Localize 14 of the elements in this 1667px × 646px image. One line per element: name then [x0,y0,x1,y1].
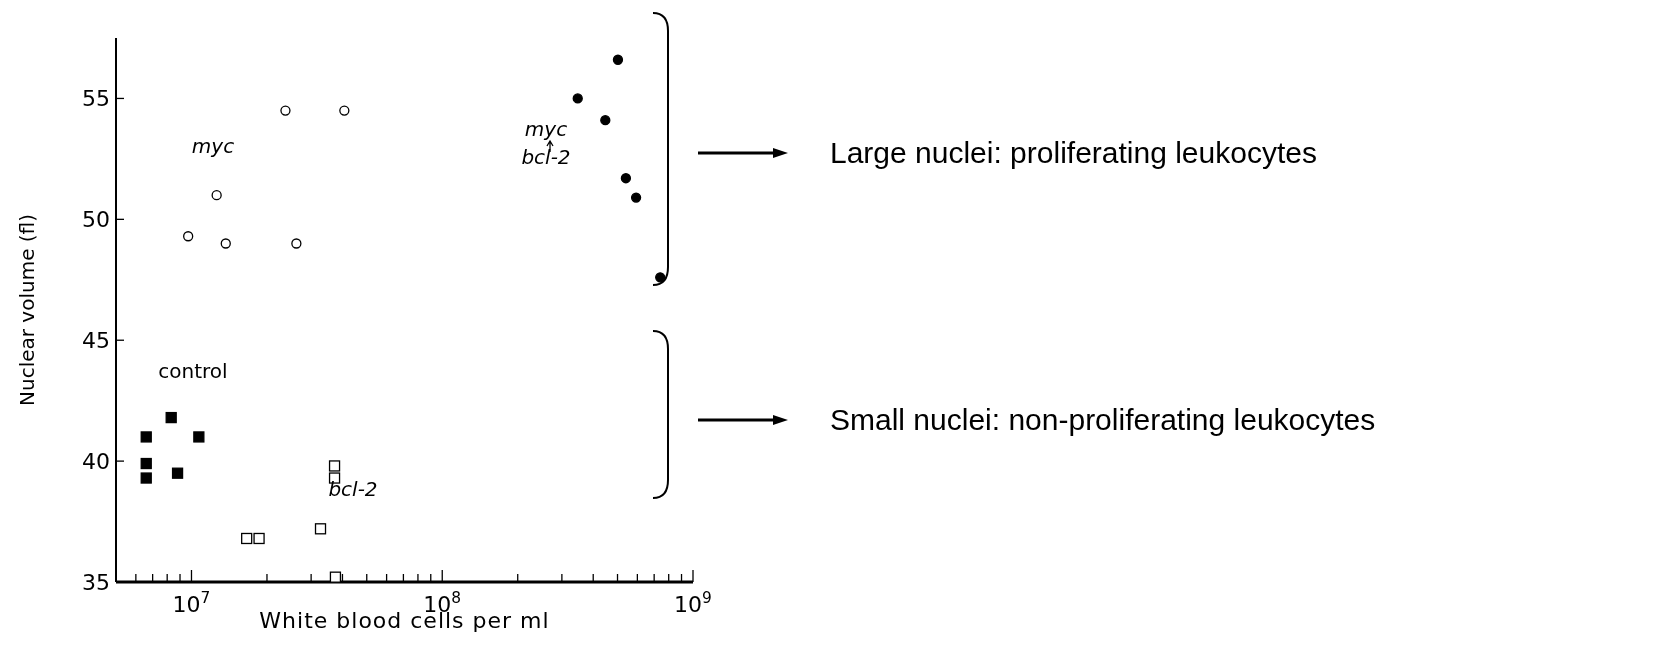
series-label: myc bcl-2 [521,117,571,169]
text: Large nuclei: proliferating leukocytes [830,136,1317,169]
series-label: control [158,359,228,383]
x-tick-label: 10$^{7}$ [172,589,211,617]
y-axis-title: Nuclear volume (fl) [15,214,39,406]
series-label: bcl-2 [328,477,378,501]
y-tick-label: 55 [82,86,110,112]
y-tick-label: 40 [82,449,110,475]
y-tick-label: 50 [82,207,110,233]
series-label: myc [191,134,235,158]
x-tick-label: 10$^{9}$ [674,589,712,617]
y-tick-label: 45 [82,328,110,354]
text: Small nuclei: non-proliferating leukocytes [830,403,1376,436]
y-tick-label: 35 [82,570,110,595]
